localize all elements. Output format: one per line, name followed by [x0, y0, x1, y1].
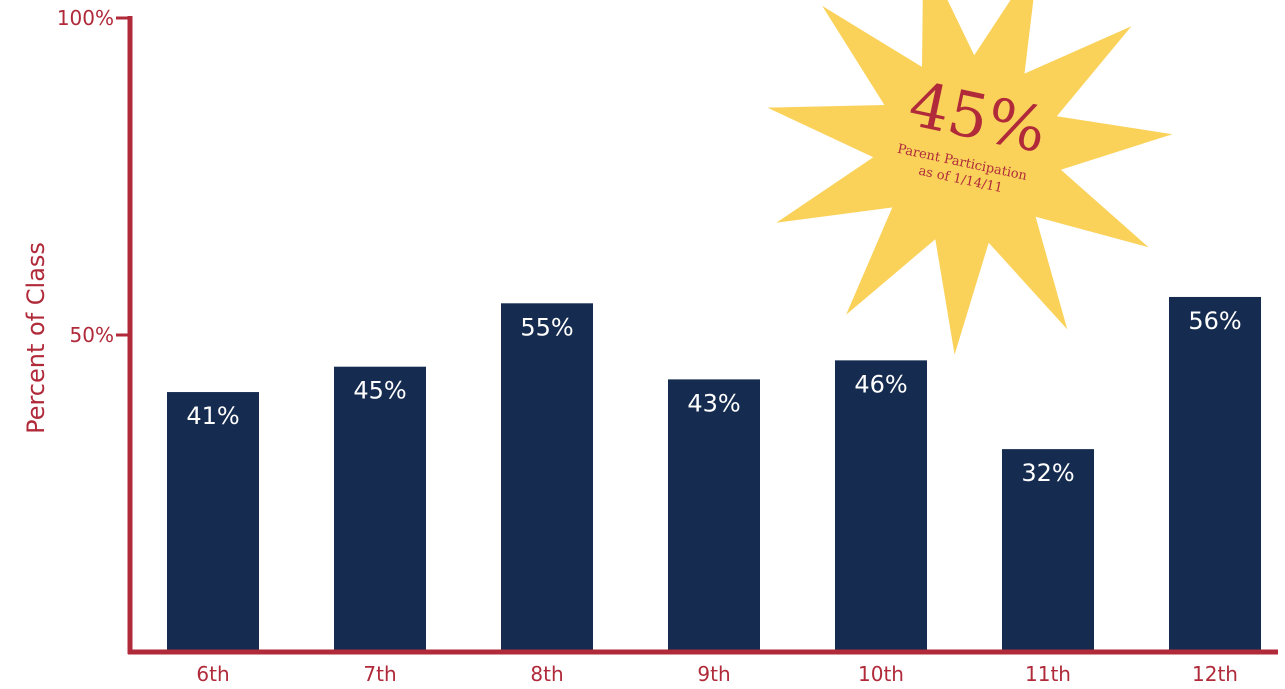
- bar-12th: [1169, 296, 1261, 652]
- bar-value-label: 45%: [353, 377, 406, 405]
- bar-value-label: 55%: [520, 313, 573, 341]
- x-tick-label: 11th: [1025, 662, 1071, 686]
- y-ticks: 50% 100%: [57, 6, 130, 347]
- bar-value-label: 46%: [854, 370, 907, 398]
- bar-7th: [334, 366, 426, 652]
- bar-11th: [1002, 449, 1094, 652]
- x-tick-label: 7th: [363, 662, 396, 686]
- bar-value-label: 43%: [687, 389, 740, 417]
- x-tick-label: 10th: [858, 662, 904, 686]
- x-tick-label: 12th: [1192, 662, 1238, 686]
- bar-value-label: 56%: [1188, 307, 1241, 335]
- bar-6th: [167, 392, 259, 652]
- x-tick-label: 8th: [530, 662, 563, 686]
- x-tick-labels: 6th 7th 8th 9th 10th 11th 12th: [196, 662, 1238, 686]
- y-axis-label: Percent of Class: [22, 242, 50, 434]
- bar-9th: [668, 379, 760, 652]
- y-tick-label: 50%: [70, 323, 114, 347]
- starburst-annotation: 45% Parent Participation as of 1/14/11: [767, 0, 1173, 355]
- y-tick-label: 100%: [57, 6, 114, 30]
- starburst-shape: [767, 0, 1173, 355]
- bar-value-label: 41%: [186, 402, 239, 430]
- bar-value-label: 32%: [1021, 459, 1074, 487]
- x-tick-label: 6th: [196, 662, 229, 686]
- x-tick-label: 9th: [697, 662, 730, 686]
- bars-layer: 41% 45% 55% 43% 46% 32% 56%: [167, 296, 1261, 652]
- bar-10th: [835, 360, 927, 652]
- bar-8th: [501, 303, 593, 652]
